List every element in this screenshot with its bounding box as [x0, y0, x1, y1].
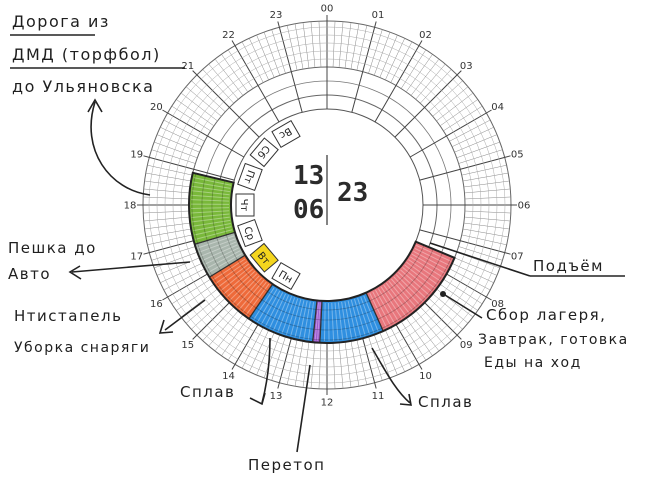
- hour-label: 21: [181, 61, 194, 72]
- weekday-label: Вс: [277, 125, 293, 141]
- hour-label: 02: [419, 30, 432, 41]
- date-month: 06: [293, 195, 324, 225]
- hour-label: 19: [130, 150, 143, 161]
- walk-line-1: Пешка до: [8, 239, 97, 257]
- weekday-2[interactable]: Ср: [237, 218, 263, 248]
- road-line-2: ДМД (торфбол): [12, 45, 161, 64]
- hour-label: 20: [150, 102, 163, 113]
- walk-line-2: Авто: [8, 265, 51, 283]
- center-date: 13 06 23: [293, 155, 368, 225]
- hour-label: 17: [130, 251, 143, 262]
- annotation-podyem: Подъём: [429, 242, 625, 277]
- antistapel-line-1: Нтистапель: [14, 307, 122, 325]
- walk-arrow: [71, 261, 191, 273]
- hour-label: 11: [372, 391, 385, 402]
- splav-left-label: Сплав: [180, 383, 235, 401]
- hour-label: 00: [321, 4, 334, 15]
- hour-label: 18: [124, 201, 137, 212]
- hour-label: 01: [372, 10, 385, 21]
- activity-segments: [188, 171, 456, 344]
- weekday-label: Пт: [241, 168, 256, 184]
- hour-label: 04: [491, 102, 504, 113]
- weekday-3[interactable]: Чт: [235, 193, 255, 217]
- road-arrow: [90, 101, 151, 196]
- hour-label: 03: [460, 61, 473, 72]
- hour-label: 09: [460, 340, 473, 351]
- date-year: 23: [337, 178, 368, 208]
- hour-label: 06: [518, 201, 531, 212]
- weekday-label: Ср: [241, 225, 256, 241]
- weekday-4[interactable]: Пт: [237, 162, 263, 192]
- annotation-splav-left: Сплав: [180, 337, 271, 406]
- minute-grid: [137, 15, 517, 395]
- hour-label: 23: [270, 10, 283, 21]
- weekday-1[interactable]: Вт: [249, 242, 279, 273]
- hour-label: 15: [181, 340, 194, 351]
- antistapel-line-2: Уборка снаряги: [14, 340, 150, 356]
- hour-label: 12: [321, 398, 334, 409]
- splav-right-arrow: [371, 347, 411, 404]
- annotation-road: Дорога из ДМД (торфбол) до Ульяновска: [10, 12, 185, 196]
- weekday-0[interactable]: Пн: [271, 262, 301, 290]
- camp-line-2: Завтрак, готовка: [478, 332, 629, 348]
- camp-arrow: [444, 294, 483, 319]
- hour-label: 14: [222, 371, 235, 382]
- annotation-walk: Пешка до Авто: [8, 239, 191, 283]
- annotation-camp: Сбор лагеря, Завтрак, готовка Еды на ход: [440, 291, 629, 371]
- hour-label: 16: [150, 299, 163, 310]
- hour-labels: 00 01 02 03 04 05 06 07 08 09 10 11 12 13 14 15 16 17 18 19…: [124, 4, 531, 409]
- hour-label: 07: [511, 251, 524, 262]
- antistapel-arrow: [164, 299, 206, 331]
- hour-label: 10: [419, 371, 432, 382]
- splav-right-label: Сплав: [418, 393, 473, 411]
- hour-label: 05: [511, 150, 524, 161]
- weekday-label: Чт: [238, 199, 249, 212]
- annotation-peretop: Перетоп: [248, 364, 325, 474]
- peretop-label: Перетоп: [248, 456, 325, 474]
- road-line-1: Дорога из: [12, 12, 110, 31]
- weekday-5[interactable]: Сб: [249, 137, 279, 168]
- weekday-6[interactable]: Вс: [271, 120, 301, 148]
- hour-label: 13: [270, 391, 283, 402]
- camp-line-1: Сбор лагеря,: [486, 306, 606, 324]
- podyem-label: Подъём: [533, 257, 604, 275]
- date-day: 13: [293, 161, 324, 191]
- hour-label: 22: [222, 30, 235, 41]
- road-line-3: до Ульяновска: [12, 77, 154, 96]
- annotation-antistapel: Нтистапель Уборка снаряги: [14, 299, 206, 356]
- camp-line-3: Еды на ход: [484, 355, 582, 371]
- hour-label: 08: [491, 299, 504, 310]
- annotation-splav-right: Сплав: [371, 347, 473, 411]
